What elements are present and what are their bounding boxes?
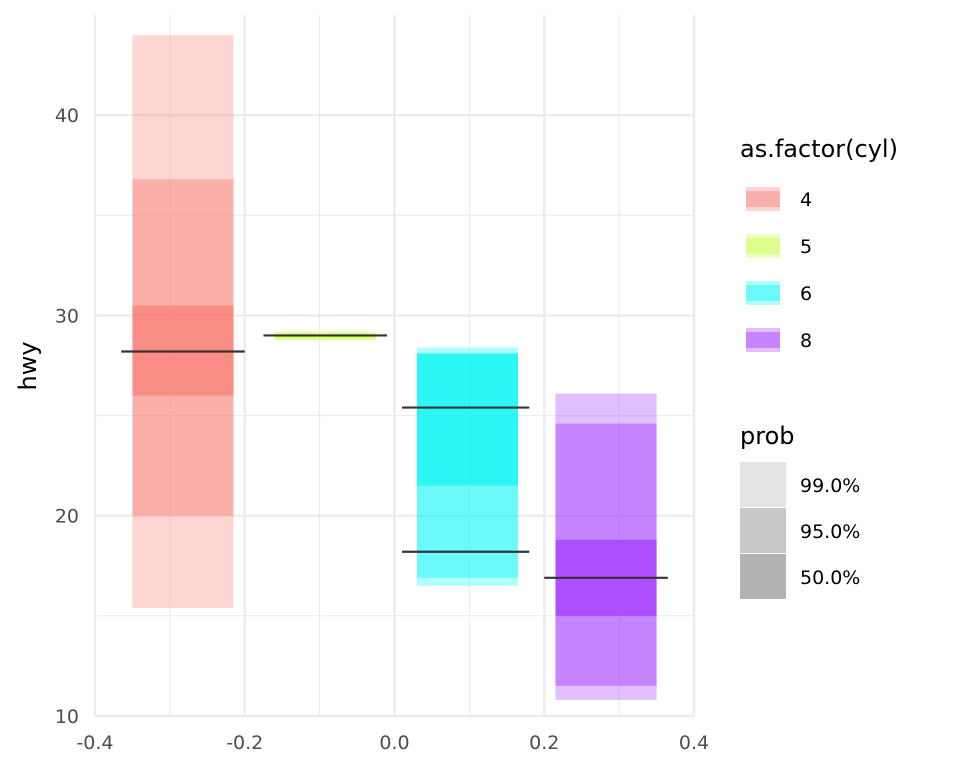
legend-key-cyl-6 [746,285,780,301]
legend-cyl: as.factor(cyl) 4 5 6 8 [740,135,898,352]
legend-label-cyl-6: 6 [800,283,812,305]
x-axis-ticks: -0.4 -0.2 0.0 0.2 0.4 [76,732,709,754]
legend-label-cyl-5: 5 [800,236,812,258]
legend-label-cyl-4: 4 [800,189,812,211]
legend-key-cyl-8 [746,328,780,352]
y-tick-label: 40 [55,105,79,127]
x-tick-label: 0.2 [529,732,559,754]
legend-prob: prob 99.0% 95.0% 50.0% [740,422,860,599]
legend-key-cyl-6 [746,281,780,305]
legend-key-cyl-5 [746,238,780,254]
grid-major [93,15,696,718]
legend-prob-title: prob [740,422,795,450]
x-tick-label: 0.4 [679,732,709,754]
legend-key-prob-50.0% [740,554,786,599]
legend-key-prob-99.0% [740,462,786,507]
legend-label-cyl-8: 8 [800,330,812,352]
legend-key-cyl-4 [746,191,780,207]
x-tick-label: -0.2 [226,732,263,754]
legend-label-prob-50.0%: 50.0% [800,567,860,589]
legend-label-prob-99.0%: 99.0% [800,475,860,497]
x-tick-label: 0.0 [379,732,409,754]
interval-bars [132,35,657,700]
legend-key-prob-95.0% [740,508,786,553]
legend-key-cyl-8 [746,332,780,348]
legend-key-cyl-5 [746,234,780,258]
legend-key-cyl-4 [746,187,780,211]
y-tick-label: 10 [55,706,79,728]
interval-bar-cyl-6 [416,353,519,486]
x-tick-label: -0.4 [76,732,113,754]
y-tick-label: 20 [55,506,79,528]
legend-cyl-title: as.factor(cyl) [740,135,898,163]
y-axis-ticks: 10 20 30 40 [55,105,79,728]
y-tick-label: 30 [55,305,79,327]
median-lines [121,334,668,579]
y-axis-title: hwy [14,341,42,390]
legend-label-prob-95.0%: 95.0% [800,521,860,543]
